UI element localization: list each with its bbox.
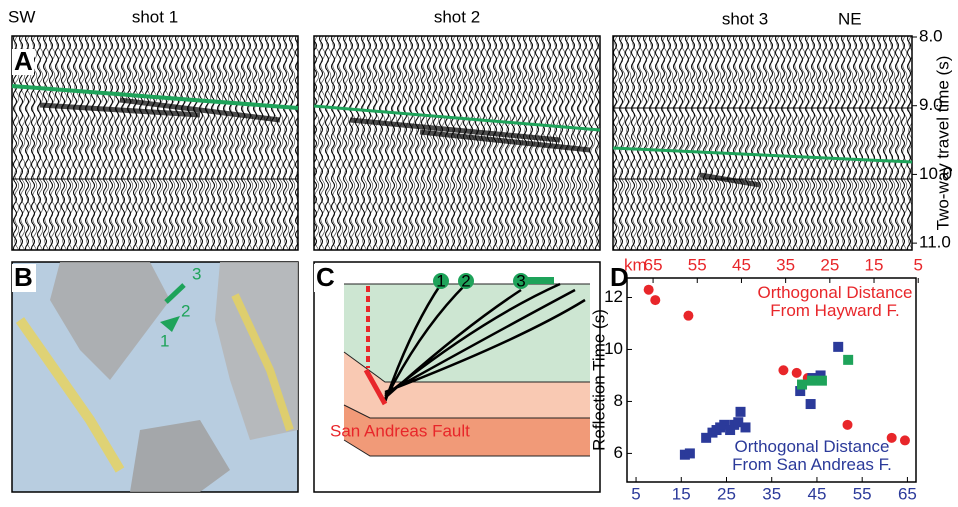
panel-label: B [14, 262, 33, 292]
point [733, 417, 744, 428]
fault-segment [363, 368, 388, 406]
x2-tick-label: 45 [732, 255, 751, 274]
layer [344, 405, 590, 456]
point [833, 341, 844, 352]
y-tick-label: 12 [604, 287, 623, 306]
layer [344, 352, 590, 418]
x-tick-label: 25 [717, 484, 736, 502]
x2-tick-label: 5 [913, 255, 922, 274]
seismic-texture [613, 36, 912, 250]
point [797, 379, 808, 390]
x-tick-label: 35 [762, 484, 781, 502]
legend-entry: Orthogonal Distance From San Andreas F. [732, 437, 892, 474]
panel-label: A [14, 46, 33, 76]
point [816, 375, 827, 386]
direction-label: SW [8, 7, 35, 26]
point [740, 422, 751, 433]
label-box [314, 264, 338, 292]
y-tick-label: 8.0 [919, 26, 943, 45]
shot-number: 2 [461, 271, 470, 290]
point [815, 370, 826, 381]
seismic-texture [314, 36, 600, 250]
y-tick-label: 11.0 [919, 233, 951, 252]
x-tick-label: 15 [672, 484, 691, 502]
x2-tick-label: 65 [644, 255, 663, 274]
fault-trace [231, 293, 294, 432]
panel-label: C [316, 262, 335, 292]
y-tick-label: 8 [614, 391, 623, 410]
shot-label: shot 3 [722, 9, 768, 28]
label-box [12, 49, 34, 75]
point [886, 432, 897, 443]
x2-unit-label: km [624, 255, 647, 274]
shot-number: 2 [181, 301, 190, 320]
shot-marker [458, 273, 474, 289]
map-panel: 3 2 1 B [11, 261, 299, 493]
seismic-texture [12, 36, 298, 250]
shot-marker [160, 316, 180, 332]
y-axis-label: Two-way travel time (s) [933, 56, 952, 231]
point [650, 295, 661, 306]
layer [344, 284, 590, 382]
point [725, 425, 736, 436]
seismic-sections: SW shot 1 shot 2 shot 3 NE Two-way trave… [8, 7, 952, 251]
shot-label: shot 2 [434, 7, 480, 26]
y-tick-label: 9.0 [919, 95, 943, 114]
direction-label: NE [838, 9, 862, 28]
reflection [39, 97, 761, 188]
point [806, 375, 817, 386]
shot-marker [164, 283, 186, 304]
x-tick-label: 5 [631, 484, 640, 502]
y-tick-label: 6 [614, 443, 623, 462]
x-tick-label: 45 [807, 484, 826, 502]
point [899, 435, 910, 446]
shot-label: shot 1 [132, 7, 178, 26]
legend-entry: Orthogonal Distance From Hayward F. [758, 283, 913, 320]
label-box [12, 264, 36, 292]
fault-label: San Andreas Fault [330, 421, 470, 440]
shot-number: 3 [516, 271, 525, 290]
x2-tick-label: 55 [688, 255, 707, 274]
point [701, 432, 712, 443]
x2-tick-label: 25 [820, 255, 839, 274]
x2-tick-label: 15 [865, 255, 884, 274]
picked-reflector [11, 84, 299, 110]
point [683, 310, 694, 321]
shot-marker [513, 273, 529, 289]
shot-number: 1 [436, 271, 445, 290]
point [843, 354, 854, 365]
point [719, 419, 730, 430]
terrain [50, 262, 170, 380]
cross-section-panel: 1 2 3 San Andreas Fault C [313, 261, 601, 493]
x-tick-label: 55 [853, 484, 872, 502]
point [795, 386, 806, 397]
point [735, 406, 746, 417]
y-axis-label: Reflection Time (s) [589, 309, 608, 451]
picked-reflector [313, 104, 601, 132]
point [643, 284, 654, 295]
fault-trace [15, 317, 125, 473]
picked-reflector [612, 146, 913, 164]
ray-path [383, 282, 586, 403]
x-tick-label: 65 [898, 484, 917, 502]
terrain [130, 420, 230, 492]
y-tick-label: 10 [604, 339, 623, 358]
panel-label: D [610, 262, 629, 292]
y-tick-label: 10.0 [919, 164, 952, 183]
point [778, 365, 789, 376]
point [791, 367, 802, 378]
x2-tick-label: 35 [776, 255, 795, 274]
layer-boundary [343, 283, 590, 457]
shot-number: 1 [160, 331, 169, 350]
shot-marker [528, 277, 554, 284]
point [805, 399, 816, 410]
shot-marker [433, 273, 449, 289]
point [842, 419, 853, 430]
point [684, 448, 695, 459]
shot-number: 3 [192, 264, 201, 283]
